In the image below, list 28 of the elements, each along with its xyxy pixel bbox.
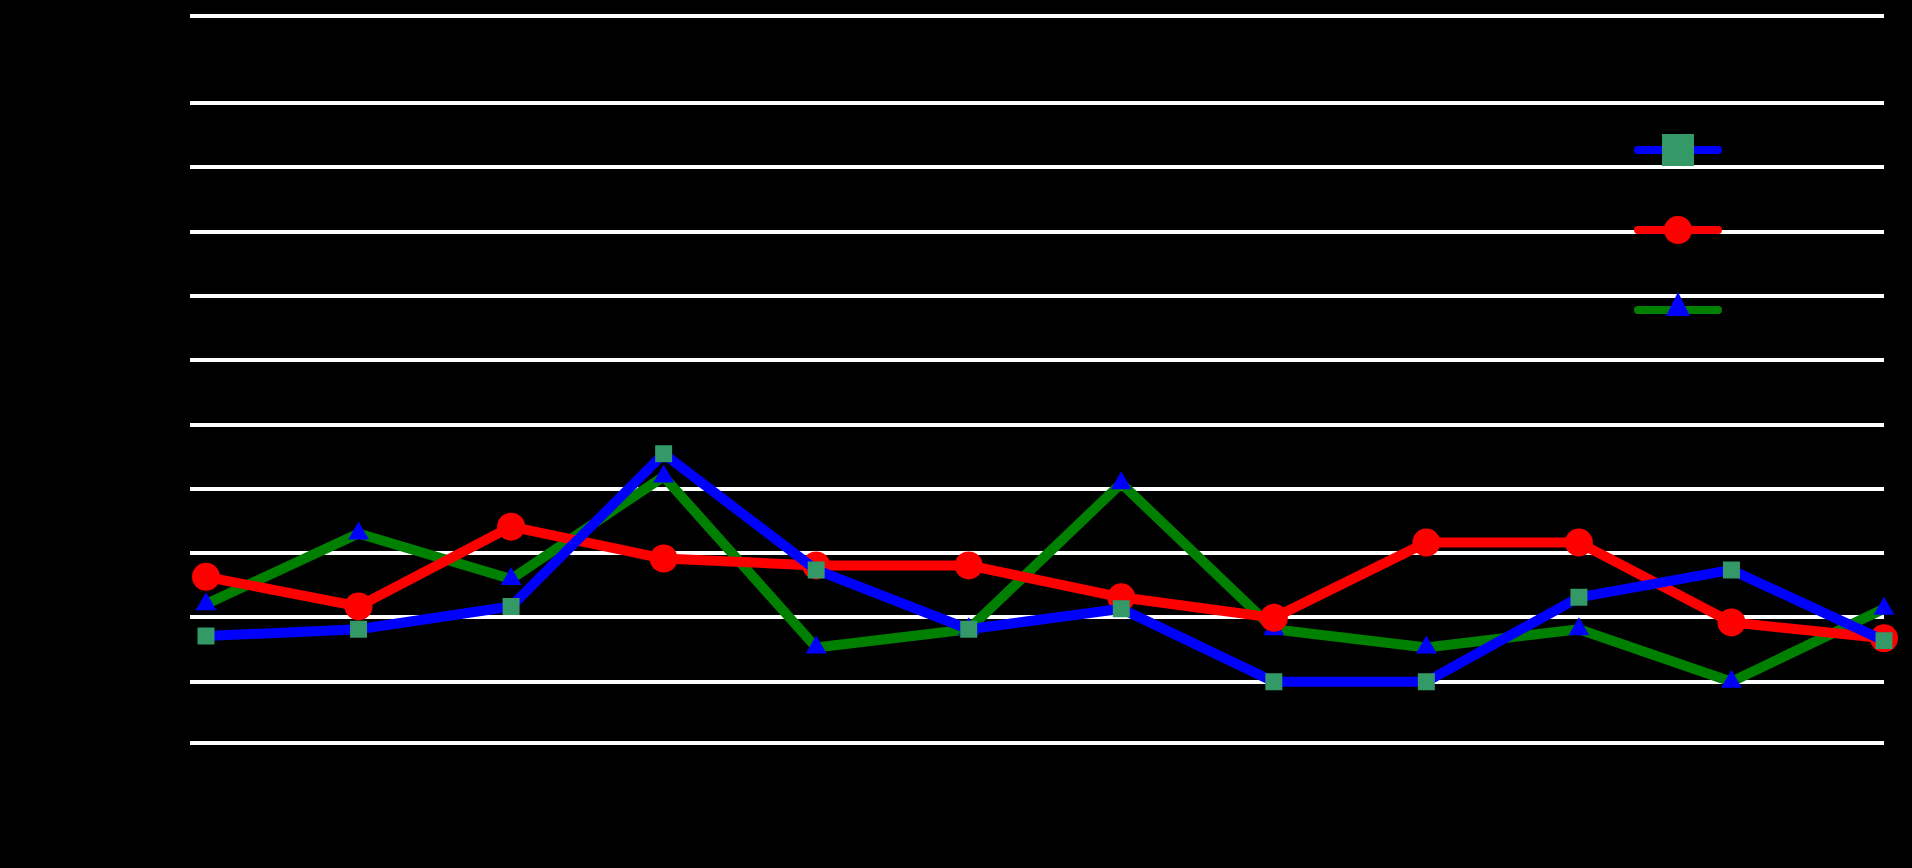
point	[502, 597, 520, 615]
point	[1570, 588, 1588, 606]
point	[1412, 528, 1441, 557]
point	[1417, 673, 1435, 691]
point	[1717, 608, 1746, 637]
point	[1564, 528, 1593, 557]
point	[497, 512, 526, 541]
point	[348, 521, 369, 540]
point	[655, 445, 673, 463]
point	[1721, 669, 1742, 688]
point	[195, 592, 217, 611]
point	[197, 627, 215, 645]
point	[1110, 471, 1132, 490]
point	[954, 551, 983, 580]
point	[1259, 603, 1288, 632]
point	[1265, 673, 1283, 691]
point	[1873, 596, 1895, 615]
point	[192, 562, 220, 591]
point	[344, 592, 373, 621]
point	[350, 620, 368, 638]
point	[1722, 561, 1740, 579]
point	[649, 544, 678, 573]
point	[1112, 600, 1130, 618]
point	[1415, 635, 1437, 654]
point	[805, 635, 827, 654]
point	[653, 464, 675, 483]
point	[1568, 617, 1590, 636]
point	[500, 567, 522, 586]
